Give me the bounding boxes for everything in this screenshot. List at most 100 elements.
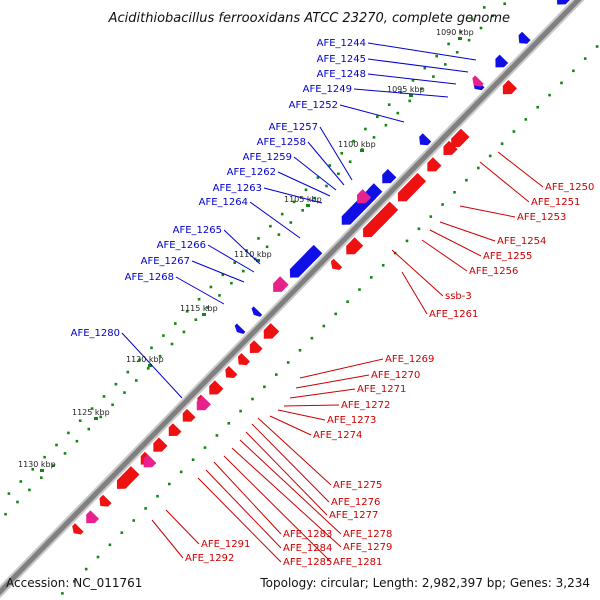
forward-gene — [419, 133, 432, 146]
leader-line — [239, 439, 342, 535]
reverse-gene — [443, 140, 458, 156]
leader-line — [207, 244, 255, 273]
gc-dot — [31, 468, 34, 471]
gc-dot — [275, 373, 278, 376]
gc-dot — [512, 130, 516, 133]
leader-line — [223, 229, 261, 265]
reverse-gene-label: AFE_1256 — [469, 266, 518, 277]
gc-dot — [310, 336, 314, 340]
gc-dot — [500, 142, 504, 145]
reverse-gene — [72, 523, 84, 535]
gc-dot — [218, 294, 221, 297]
gc-dot — [269, 224, 272, 228]
tick-mark — [148, 364, 152, 367]
gc-dot — [245, 249, 248, 252]
reverse-gene-label: AFE_1272 — [341, 400, 390, 411]
leader-line — [293, 156, 337, 191]
forward-gene — [251, 306, 263, 317]
gc-dot — [340, 152, 343, 155]
leader-line — [421, 239, 468, 272]
gc-dot — [28, 488, 31, 492]
reverse-gene-label: AFE_1253 — [517, 212, 566, 223]
reverse-gene-label: AFE_1250 — [545, 182, 594, 193]
gc-dot — [384, 123, 388, 127]
reverse-gene — [225, 366, 238, 378]
forward-gene-label: AFE_1248 — [317, 69, 366, 80]
forward-gene-label: AFE_1245 — [317, 54, 366, 65]
gc-dot — [174, 322, 177, 325]
leader-line — [459, 205, 516, 218]
tick-label: 1125 kbp — [72, 408, 110, 417]
leader-line — [165, 509, 200, 545]
gc-dot — [346, 300, 349, 303]
reverse-gene-label: AFE_1291 — [201, 539, 250, 550]
rna-gene — [86, 510, 99, 524]
gc-dot — [170, 342, 174, 346]
gc-dot — [483, 6, 486, 9]
gc-dot — [491, 14, 495, 18]
gc-dot — [348, 160, 352, 163]
reverse-gene-label: AFE_1277 — [329, 510, 378, 521]
tick-mark — [306, 204, 310, 207]
gc-dot — [99, 415, 102, 419]
gc-dot — [257, 237, 260, 240]
tick-mark — [409, 94, 413, 97]
gc-dot — [595, 45, 599, 48]
reverse-gene — [153, 437, 168, 452]
leader-line — [197, 477, 282, 563]
tick-label: 1090 kbp — [436, 28, 474, 37]
gc-dot — [209, 285, 213, 289]
gene-shape — [443, 140, 458, 156]
gc-dot — [4, 512, 7, 516]
rna-gene — [196, 396, 211, 411]
leader-line — [289, 388, 356, 399]
gc-dot — [120, 531, 124, 534]
gene-shape — [196, 396, 211, 411]
forward-gene-label: AFE_1268 — [125, 272, 174, 283]
reverse-gene — [237, 353, 250, 366]
gc-dot — [150, 346, 153, 350]
rna-gene — [273, 276, 289, 292]
reverse-gene-label: AFE_1292 — [185, 553, 234, 564]
gc-dot — [334, 312, 337, 316]
gc-dot — [325, 184, 328, 188]
reverse-gene-label: AFE_1275 — [333, 480, 382, 491]
forward-gene-label: AFE_1252 — [289, 100, 338, 111]
gc-dot — [111, 403, 114, 407]
gc-dot — [524, 118, 528, 121]
gc-dot — [227, 422, 231, 425]
forward-gene-label: AFE_1263 — [213, 183, 262, 194]
reverse-gene — [263, 323, 280, 339]
reverse-gene-label: AFE_1269 — [385, 354, 434, 365]
gc-dot — [441, 203, 444, 206]
gc-dot — [102, 395, 106, 398]
gene-shape — [427, 157, 442, 172]
gc-dot — [16, 500, 19, 504]
forward-gene-label: AFE_1262 — [227, 167, 276, 178]
leader-line — [263, 187, 323, 204]
gc-dot — [197, 297, 201, 301]
gc-dot — [191, 458, 195, 461]
gc-dot — [298, 349, 302, 352]
forward-gene-label: AFE_1249 — [303, 84, 352, 95]
gc-dot — [144, 507, 147, 510]
gc-dot — [87, 427, 91, 431]
accession-label: Accession: NC_011761 — [6, 576, 143, 590]
leader-line — [151, 519, 184, 559]
gc-dot — [138, 358, 141, 362]
forward-gene-label: AFE_1258 — [257, 137, 306, 148]
forward-gene — [518, 31, 531, 44]
gene-features — [72, 0, 572, 535]
rna-gene — [357, 189, 372, 204]
gene-shape — [502, 80, 517, 95]
tick-label: 1115 kbp — [180, 304, 218, 313]
gc-dot — [277, 233, 281, 236]
leader-line — [121, 332, 183, 399]
forward-gene — [234, 323, 246, 335]
forward-gene — [382, 168, 397, 184]
gc-dot — [126, 370, 130, 374]
forward-gene — [495, 54, 509, 68]
gc-dot — [467, 38, 471, 42]
gc-dot — [78, 419, 82, 422]
